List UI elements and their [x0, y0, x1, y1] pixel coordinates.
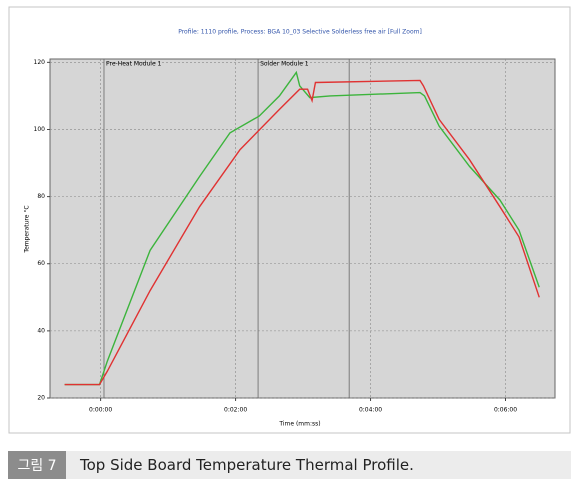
x-tick-label: 0:06:00 — [494, 407, 517, 414]
series-line — [64, 79, 540, 386]
y-tick-label: 100 — [34, 126, 46, 133]
module-label: Solder Module 1 — [260, 61, 309, 68]
x-axis-label: Time (mm:ss) — [278, 421, 320, 428]
y-tick-label: 40 — [37, 327, 45, 334]
y-tick-label: 20 — [37, 395, 45, 402]
module-label: Pre-Heat Module 1 — [106, 61, 162, 68]
y-tick-label: 60 — [37, 260, 45, 267]
caption-text: Top Side Board Temperature Thermal Profi… — [66, 451, 571, 479]
caption-number: 그림 7 — [8, 451, 66, 479]
x-tick-label: 0:00:00 — [89, 407, 112, 414]
chart: Profile: 1110 profile, Process: BGA 10_0… — [8, 6, 571, 434]
y-tick-label: 80 — [37, 193, 45, 200]
y-tick-label: 120 — [34, 59, 46, 66]
x-tick-label: 0:04:00 — [359, 407, 382, 414]
x-tick-label: 0:02:00 — [224, 407, 247, 414]
chart-title: Profile: 1110 profile, Process: BGA 10_0… — [178, 29, 422, 36]
caption: 그림 7 Top Side Board Temperature Thermal … — [8, 451, 571, 479]
plot-area — [49, 58, 556, 399]
y-axis-label: Temperature °C — [24, 205, 31, 253]
series-line — [64, 70, 540, 386]
